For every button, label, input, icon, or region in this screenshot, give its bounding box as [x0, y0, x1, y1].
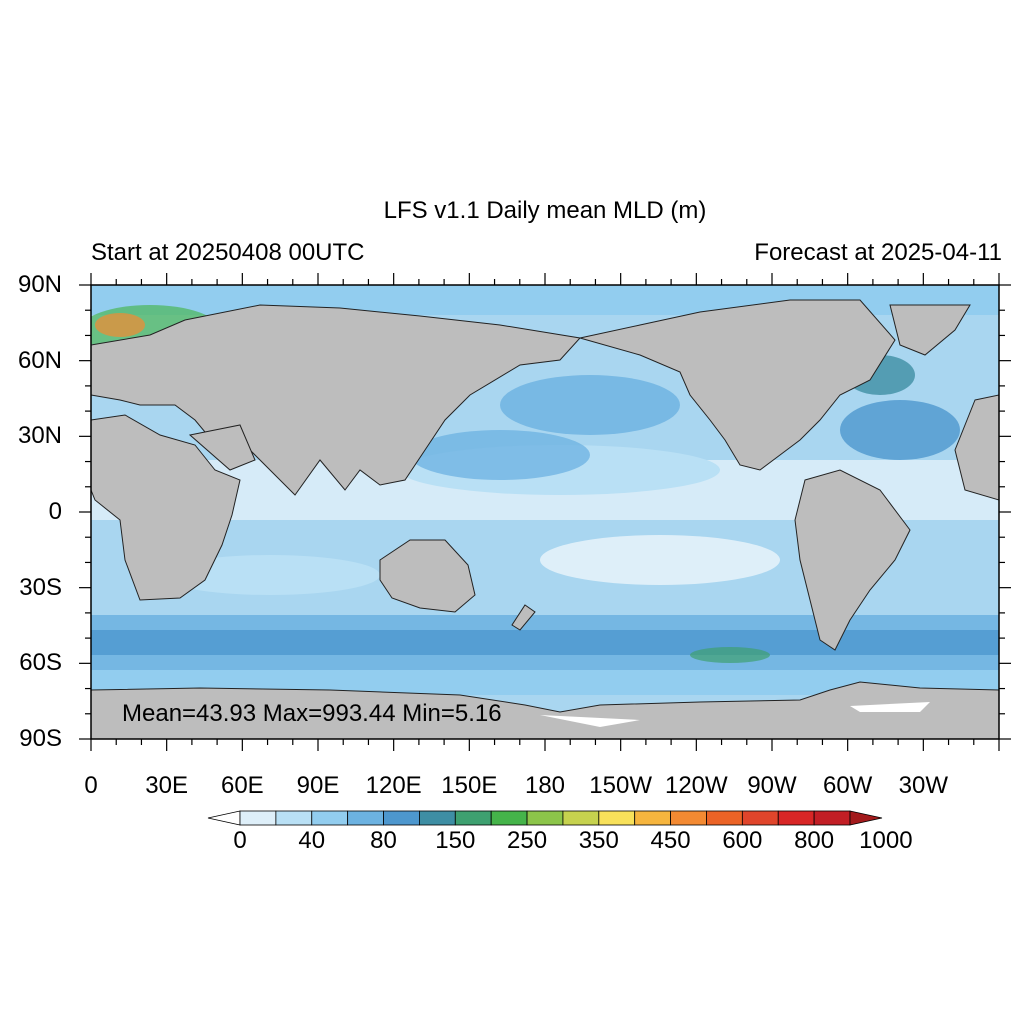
colorbar-swatch [634, 810, 671, 826]
colorbar-swatch [813, 810, 851, 826]
europe-africa-east-edge [954, 394, 999, 501]
map-title: LFS v1.1 Daily mean MLD (m) [383, 197, 707, 224]
lon-label: 120W [664, 772, 728, 799]
lat-label: 90S [19, 725, 62, 752]
colorbar-swatch [777, 810, 815, 826]
stats-label: Mean=43.93 Max=993.44 Min=5.16 [122, 700, 502, 727]
lat-label: 30S [19, 573, 62, 601]
antarctica-land [91, 681, 999, 739]
colorbar-label: 0 [233, 827, 247, 854]
colorbar-swatch [598, 810, 636, 826]
colorbar-swatch [239, 810, 277, 826]
arabia-land [188, 424, 256, 471]
colorbar-swatch [454, 810, 492, 826]
colorbar-label: 80 [370, 827, 397, 854]
colorbar-swatch [706, 810, 743, 826]
colorbar-label: 350 [578, 827, 619, 854]
colorbar-label: 40 [298, 827, 326, 854]
colorbar-label: 150 [435, 827, 476, 854]
colorbar-swatch [741, 810, 779, 826]
colorbar-swatch [526, 810, 564, 826]
lat-label: 60N [17, 346, 62, 374]
eurasia-land [91, 304, 581, 496]
colorbar-swatch [347, 810, 384, 826]
colorbar-swatch [383, 810, 420, 826]
lon-label: 30W [898, 772, 949, 799]
africa-land [91, 414, 241, 601]
colorbar-label: 600 [722, 827, 763, 854]
colorbar-swatch [490, 810, 528, 826]
lon-label: 60E [220, 772, 264, 799]
ross-ice-shelf [540, 715, 640, 727]
lat-label: 30N [17, 422, 62, 450]
ice-shelf [850, 702, 930, 712]
lat-label: 90N [17, 271, 62, 298]
lon-label: 150E [441, 772, 498, 799]
lon-label: 180 [524, 772, 566, 799]
north-america-land [579, 299, 896, 471]
new-zealand-land [511, 604, 536, 631]
colorbar-label: 450 [650, 827, 691, 854]
greenland-land [889, 304, 971, 356]
land-masses [91, 299, 999, 739]
colorbar-swatch [419, 810, 456, 826]
lon-label: 90E [296, 772, 340, 799]
lon-label: 90W [747, 772, 797, 799]
lon-label: 120E [365, 772, 422, 799]
lon-label: 0 [84, 772, 98, 799]
colorbar-right-arrow [849, 810, 883, 826]
lat-label: 0 [48, 498, 62, 525]
colorbar-swatch [562, 810, 600, 826]
colorbar [207, 810, 883, 826]
lon-label: 30E [145, 772, 189, 799]
colorbar-label: 1000 [859, 827, 913, 854]
australia-land [379, 539, 476, 613]
forecast-time-label: Forecast at 2025-04-11 [754, 239, 1002, 266]
lon-label: 150W [589, 772, 653, 799]
south-america-land [794, 469, 911, 651]
colorbar-label: 800 [794, 827, 835, 854]
colorbar-left-arrow [207, 810, 241, 826]
axis-ticks [79, 273, 1011, 751]
colorbar-swatch [275, 810, 313, 826]
lat-label: 60S [19, 649, 62, 677]
colorbar-label: 250 [507, 827, 548, 854]
mld-field [91, 285, 999, 705]
lon-label: 60W [822, 772, 873, 799]
colorbar-swatch [311, 810, 349, 826]
start-time-label: Start at 20250408 00UTC [91, 239, 365, 266]
colorbar-swatch [670, 810, 707, 826]
